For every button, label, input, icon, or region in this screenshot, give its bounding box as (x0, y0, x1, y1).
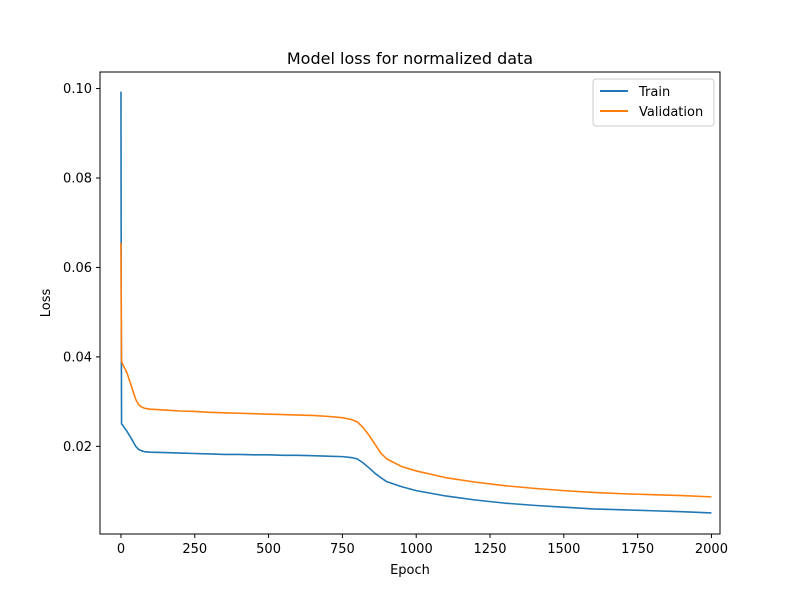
x-tick-label: 500 (256, 542, 281, 557)
y-axis: 0.02 0.04 0.06 0.08 0.10 (63, 82, 100, 455)
y-axis-label: Loss (39, 289, 54, 318)
y-tick-label: 0.04 (63, 350, 92, 365)
x-tick-label: 1250 (473, 542, 506, 557)
x-axis-label: Epoch (390, 563, 430, 578)
x-tick-label: 750 (330, 542, 355, 557)
x-tick-label: 250 (182, 542, 207, 557)
x-tick-label: 1500 (547, 542, 580, 557)
legend-train-label: Train (638, 85, 670, 100)
chart-title: Model loss for normalized data (287, 49, 533, 68)
legend-validation-label: Validation (639, 105, 703, 120)
x-tick-label: 1000 (400, 542, 433, 557)
x-tick-label: 1750 (621, 542, 654, 557)
y-tick-label: 0.08 (63, 171, 92, 186)
y-tick-label: 0.06 (63, 261, 92, 276)
legend: Train Validation (592, 78, 715, 127)
y-tick-label: 0.02 (63, 440, 92, 455)
series-line-validation (120, 242, 712, 498)
y-tick-label: 0.10 (63, 82, 92, 97)
plot-lines (120, 91, 712, 514)
x-axis: 0 250 500 750 1000 1250 1500 1750 2000 (117, 534, 728, 557)
series-line-train (120, 91, 712, 514)
x-tick-label: 0 (117, 542, 125, 557)
x-tick-label: 2000 (695, 542, 728, 557)
plot-frame (99, 71, 721, 535)
